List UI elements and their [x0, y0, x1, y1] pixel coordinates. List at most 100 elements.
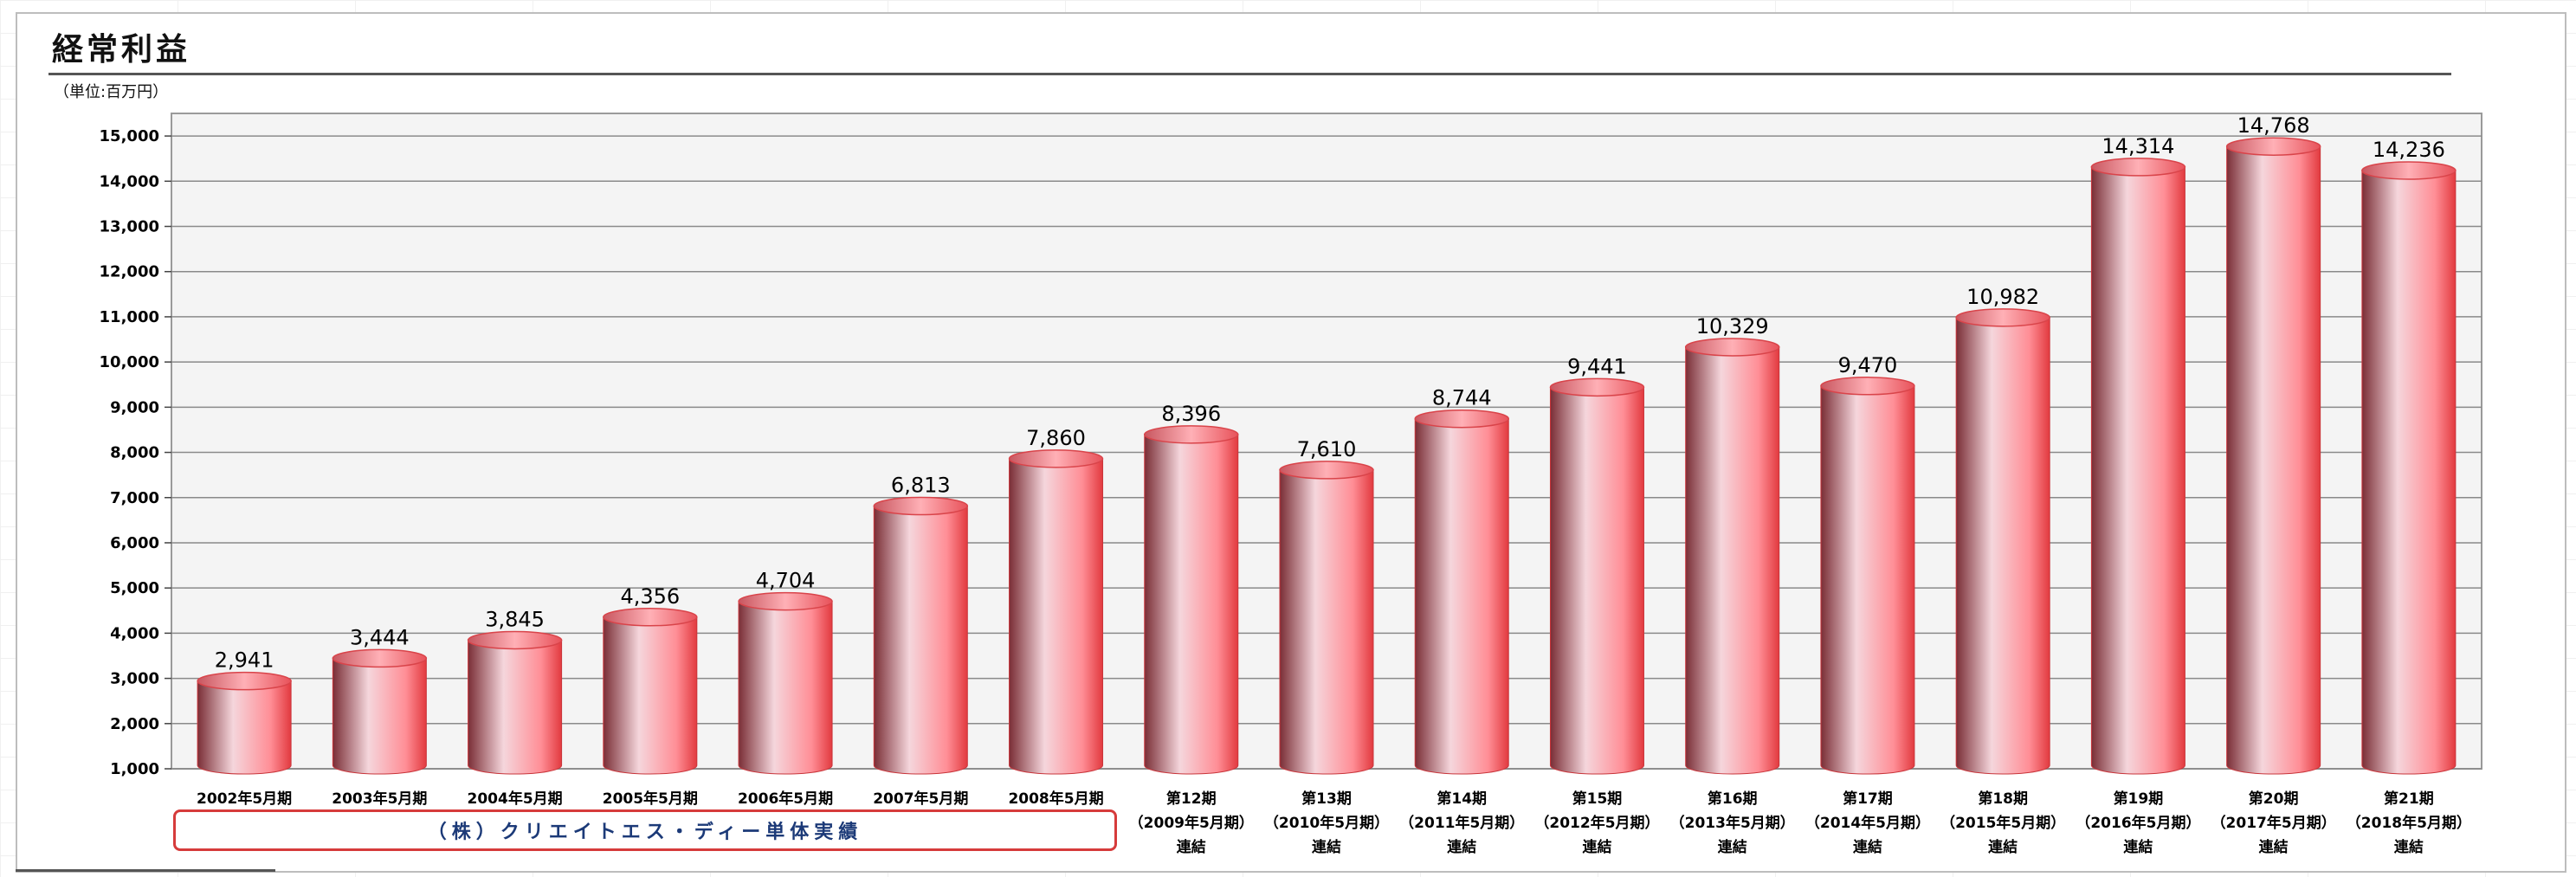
y-tick-label: 1,000 [110, 760, 159, 778]
bar [1414, 409, 1509, 775]
x-category-label: 2004年5月期 [468, 790, 563, 808]
unit-label: （単位:百万円） [54, 83, 169, 101]
bar [2361, 161, 2457, 775]
bar-top [332, 648, 428, 668]
x-category-label: （2013年5月期） [1670, 814, 1795, 832]
bar [1008, 449, 1104, 775]
y-tick-label: 10,000 [100, 353, 159, 371]
bar-top [1279, 461, 1374, 480]
x-category-label: （2017年5月期） [2211, 814, 2336, 832]
bottom-divider [16, 869, 275, 872]
bar-value-label: 8,744 [1432, 386, 1492, 410]
y-tick-label: 7,000 [110, 489, 159, 507]
bar-body [738, 601, 833, 775]
bar [603, 608, 698, 775]
x-category-label: 第14期 [1436, 790, 1487, 808]
y-tick-label: 5,000 [110, 579, 159, 597]
bar-value-label: 9,470 [1838, 353, 1898, 377]
bar-top [1820, 377, 1915, 396]
bar-value-label: 4,356 [620, 584, 680, 609]
bar [1549, 377, 1645, 775]
x-category-label: （2018年5月期） [2347, 814, 2471, 832]
bar-top [1684, 338, 1780, 357]
bar-top [1955, 308, 2050, 327]
bar-top [197, 671, 292, 691]
x-category-label: 第17期 [1843, 790, 1893, 808]
x-category-label: 連結 [1718, 838, 1747, 856]
bar-body [1549, 386, 1644, 775]
bar-value-label: 4,704 [756, 569, 816, 593]
bar-body [1685, 346, 1780, 775]
x-category-label: （2011年5月期） [1399, 814, 1524, 832]
bar [1820, 377, 1915, 775]
x-category-label: 連結 [1582, 838, 1611, 856]
bar-top [1008, 449, 1104, 468]
bar-top [738, 591, 833, 611]
x-category-label: 2002年5月期 [197, 790, 292, 808]
page-title: 経常利益 [52, 32, 191, 68]
bar-value-label: 10,329 [1696, 314, 1769, 339]
y-tick-label: 13,000 [100, 218, 159, 236]
bar-body [1955, 317, 2050, 775]
bar-body [197, 680, 292, 775]
bar-value-label: 9,441 [1567, 354, 1627, 378]
bar-value-label: 7,610 [1297, 437, 1357, 461]
bar-top [1549, 377, 1645, 397]
bar [2090, 158, 2186, 775]
x-category-label: 第20期 [2249, 790, 2299, 808]
standalone-results-box: （株）クリエイトエス・ディー単体実績 [173, 809, 1117, 851]
bar-body [2090, 166, 2185, 775]
x-category-label: 2003年5月期 [332, 790, 427, 808]
y-tick-label: 9,000 [110, 398, 159, 416]
bar [873, 496, 969, 775]
x-category-label: （2015年5月期） [1940, 814, 2065, 832]
bar-body [1279, 469, 1374, 775]
x-category-label: 連結 [1312, 838, 1341, 856]
bar-value-label: 7,860 [1026, 426, 1086, 450]
bar-top [467, 630, 563, 650]
bar [1144, 425, 1239, 775]
x-category-label: 連結 [2394, 838, 2424, 856]
x-category-label: 第12期 [1166, 790, 1217, 808]
bar-body [468, 639, 563, 775]
bar-body [2361, 170, 2457, 775]
y-tick-label: 2,000 [110, 715, 159, 733]
bar [2225, 137, 2321, 775]
bar-top [603, 608, 698, 627]
bar [467, 630, 563, 775]
bar [1684, 338, 1780, 775]
bar-value-label: 6,813 [891, 474, 951, 498]
bar-body [332, 657, 427, 775]
x-category-label: 2005年5月期 [603, 790, 698, 808]
bar-value-label: 14,236 [2373, 138, 2445, 162]
x-category-label: 第18期 [1978, 790, 2028, 808]
bar-value-label: 8,396 [1161, 402, 1221, 426]
y-tick-label: 6,000 [110, 534, 159, 552]
y-tick-label: 3,000 [110, 670, 159, 688]
bar-top [2090, 158, 2186, 177]
x-category-label: 連結 [1988, 838, 2018, 856]
bar [197, 671, 292, 775]
bar-value-label: 3,444 [350, 625, 410, 649]
bar-top [2361, 161, 2457, 180]
x-category-label: （2009年5月期） [1129, 814, 1254, 832]
bar [1955, 308, 2050, 775]
bar-value-label: 3,845 [485, 607, 545, 631]
bar-body [1414, 418, 1509, 775]
bar-body [2226, 145, 2321, 775]
x-category-label: 連結 [2259, 838, 2289, 856]
x-category-label: （2012年5月期） [1534, 814, 1659, 832]
x-category-label: （2014年5月期） [1805, 814, 1930, 832]
bar-value-label: 10,982 [1966, 285, 2039, 309]
x-category-label: 第16期 [1708, 790, 1758, 808]
y-tick-label: 12,000 [100, 263, 159, 281]
x-category-label: 連結 [1177, 838, 1206, 856]
bar-value-label: 14,768 [2237, 113, 2310, 138]
bar [332, 648, 428, 775]
y-tick-label: 8,000 [110, 444, 159, 462]
bar-top [2225, 137, 2321, 156]
bar-body [603, 616, 698, 775]
x-category-label: 連結 [2123, 838, 2153, 856]
bar-top [1414, 409, 1509, 429]
bar-top [873, 496, 969, 516]
